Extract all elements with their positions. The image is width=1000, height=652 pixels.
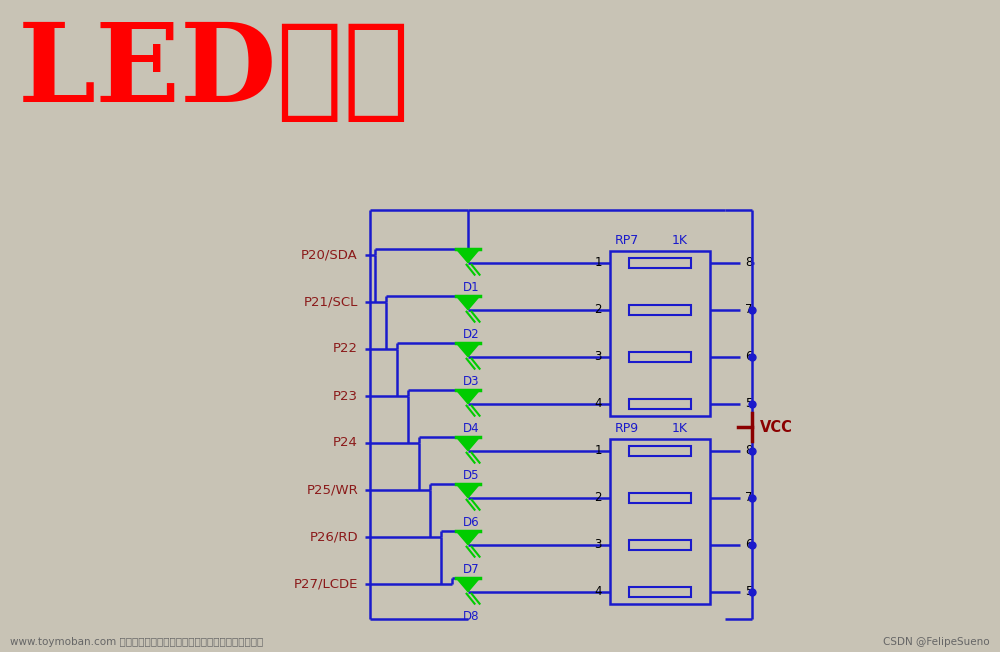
Text: P25/WR: P25/WR <box>306 484 358 497</box>
Text: 2: 2 <box>594 303 602 316</box>
Polygon shape <box>456 296 480 310</box>
Bar <box>629 399 691 409</box>
Text: 1K: 1K <box>672 233 688 246</box>
Text: 8: 8 <box>745 256 752 269</box>
Bar <box>629 351 691 362</box>
Text: 3: 3 <box>595 538 602 551</box>
Bar <box>629 493 691 503</box>
Bar <box>629 540 691 550</box>
Bar <box>629 304 691 315</box>
Polygon shape <box>456 578 480 592</box>
Polygon shape <box>456 248 480 263</box>
Text: LED模块: LED模块 <box>18 18 411 125</box>
Text: 6: 6 <box>745 538 753 551</box>
Text: P24: P24 <box>333 436 358 449</box>
Text: 2: 2 <box>594 491 602 504</box>
Text: D2: D2 <box>463 328 479 341</box>
Text: P26/RD: P26/RD <box>309 531 358 544</box>
Text: 7: 7 <box>745 491 753 504</box>
Polygon shape <box>456 343 480 357</box>
Text: D8: D8 <box>463 610 479 623</box>
Polygon shape <box>456 531 480 544</box>
Bar <box>629 258 691 268</box>
Text: 8: 8 <box>745 444 752 457</box>
Bar <box>610 439 710 604</box>
Text: D6: D6 <box>463 516 479 529</box>
Text: P23: P23 <box>333 389 358 402</box>
Polygon shape <box>456 390 480 404</box>
Text: 4: 4 <box>594 585 602 598</box>
Text: P20/SDA: P20/SDA <box>301 248 358 261</box>
Bar <box>610 251 710 416</box>
Text: P27/LCDE: P27/LCDE <box>294 578 358 591</box>
Text: D1: D1 <box>463 281 479 293</box>
Polygon shape <box>456 484 480 497</box>
Text: www.toymoban.com 网络图片仅供展示，非存储，如有侵权请联系删除。: www.toymoban.com 网络图片仅供展示，非存储，如有侵权请联系删除。 <box>10 637 263 647</box>
Text: 4: 4 <box>594 397 602 410</box>
Bar <box>629 446 691 456</box>
Text: VCC: VCC <box>760 420 793 435</box>
Text: 1: 1 <box>594 444 602 457</box>
Text: 3: 3 <box>595 350 602 363</box>
Text: D7: D7 <box>463 563 479 576</box>
Text: P22: P22 <box>333 342 358 355</box>
Text: 5: 5 <box>745 397 752 410</box>
Text: 7: 7 <box>745 303 753 316</box>
Polygon shape <box>456 437 480 451</box>
Text: D3: D3 <box>463 375 479 388</box>
Text: D4: D4 <box>463 422 479 435</box>
Text: RP7: RP7 <box>615 233 639 246</box>
Text: CSDN @FelipeSueno: CSDN @FelipeSueno <box>883 637 990 647</box>
Text: 1K: 1K <box>672 422 688 435</box>
Text: P21/SCL: P21/SCL <box>304 295 358 308</box>
Text: 5: 5 <box>745 585 752 598</box>
Text: 6: 6 <box>745 350 753 363</box>
Text: 1: 1 <box>594 256 602 269</box>
Text: D5: D5 <box>463 469 479 482</box>
Bar <box>629 587 691 597</box>
Text: RP9: RP9 <box>615 422 639 435</box>
